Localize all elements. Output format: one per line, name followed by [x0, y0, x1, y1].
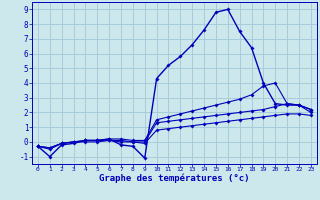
- X-axis label: Graphe des températures (°c): Graphe des températures (°c): [99, 174, 250, 183]
